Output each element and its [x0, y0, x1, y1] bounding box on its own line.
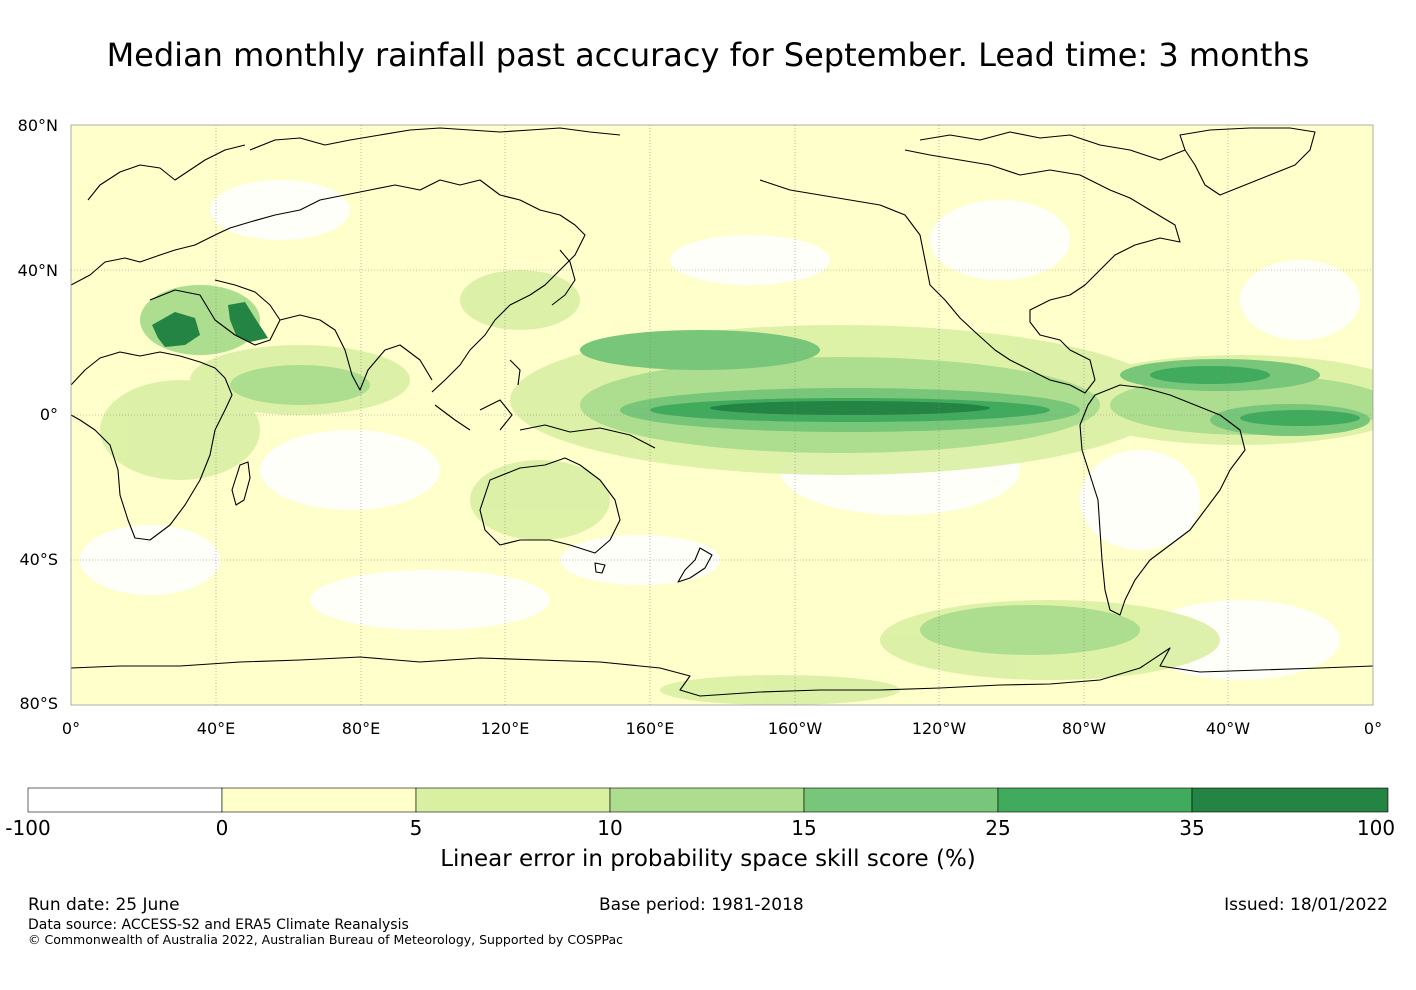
colorbar-tick-label: 35: [1179, 816, 1205, 840]
map-title: Median monthly rainfall past accuracy fo…: [106, 36, 1310, 74]
colorbar-bin-10-15: [609, 787, 805, 813]
data-source: Data source: ACCESS-S2 and ERA5 Climate …: [28, 917, 409, 933]
colorbar-bin-5-10: [415, 787, 611, 813]
lat-label-0: 0°: [39, 405, 58, 424]
lon-label-0-right: 0°: [1363, 719, 1383, 738]
colorbar-bin-0-5: [221, 787, 417, 813]
map-field: [71, 125, 1373, 705]
lat-label-40s: 40°S: [19, 550, 58, 569]
skill-35-100-areas: [152, 302, 990, 415]
lon-label-160w: 160°W: [767, 719, 823, 738]
lon-label-120e: 120°E: [480, 719, 530, 738]
colorbar-tick-label: 100: [1356, 816, 1396, 840]
colorbar-tick-label: 10: [597, 816, 623, 840]
lon-label-160e: 160°E: [625, 719, 675, 738]
lat-label-40n: 40°N: [17, 261, 58, 280]
issued-date: Issued: 18/01/2022: [1224, 895, 1388, 915]
lon-label-80e: 80°E: [341, 719, 381, 738]
colorbar: [27, 787, 1389, 813]
graticule: [71, 125, 1373, 705]
colorbar-tick-label: -100: [5, 816, 51, 840]
colorbar-bin-neg100-0: [27, 787, 223, 813]
lat-label-80s: 80°S: [19, 694, 58, 713]
colorbar-tick-label: 0: [215, 816, 229, 840]
base-period: Base period: 1981-2018: [599, 895, 804, 915]
colorbar-tick-label: 15: [791, 816, 817, 840]
lat-label-80n: 80°N: [17, 116, 58, 135]
run-date: Run date: 25 June: [28, 895, 180, 915]
colorbar-title: Linear error in probability space skill …: [440, 846, 976, 872]
colorbar-bin-25-35: [997, 787, 1193, 813]
copyright-notice: © Commonwealth of Australia 2022, Austra…: [28, 932, 623, 947]
lon-label-40e: 40°E: [196, 719, 236, 738]
coastlines: [71, 127, 1373, 697]
map-frame: [70, 124, 1374, 706]
colorbar-bin-35-100: [1191, 787, 1389, 813]
lon-label-40w: 40°W: [1205, 719, 1251, 738]
lon-label-120w: 120°W: [911, 719, 967, 738]
colorbar-bin-15-25: [803, 787, 999, 813]
lon-label-80w: 80°W: [1061, 719, 1107, 738]
lon-label-0: 0°: [61, 719, 81, 738]
colorbar-tick-label: 5: [409, 816, 423, 840]
colorbar-tick-label: 25: [985, 816, 1011, 840]
